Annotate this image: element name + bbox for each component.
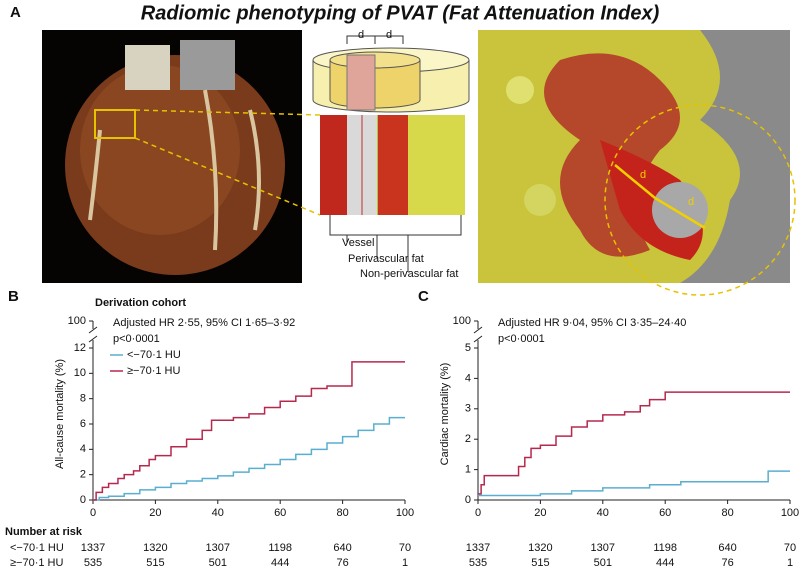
fai-image: d d: [478, 30, 796, 296]
diagram-label: d: [688, 196, 694, 208]
y-tick-label: 100: [68, 315, 86, 327]
x-tick-label: 100: [781, 507, 799, 519]
risk-value: 515: [146, 557, 164, 568]
y-tick-label: 12: [74, 342, 86, 354]
y-tick-label: 100: [453, 315, 471, 327]
risk-value: 76: [721, 557, 733, 568]
legend-label: ≥−70·1 HU: [127, 365, 180, 377]
risk-value: 70: [399, 542, 411, 554]
risk-value: 1: [402, 557, 408, 568]
axis-line: [477, 340, 790, 501]
risk-value: 515: [531, 557, 549, 568]
pvat-diagram: d d Vessel Perivascular fat Non-perivasc…: [312, 29, 470, 280]
risk-value: 535: [84, 557, 102, 568]
risk-title: Number at risk: [5, 526, 83, 538]
y-tick-label: 4: [80, 443, 86, 455]
risk-value: 70: [784, 542, 796, 554]
risk-value: 1320: [143, 542, 167, 554]
x-tick-label: 0: [475, 507, 481, 519]
diagram-label: Vessel: [342, 237, 374, 249]
risk-value: 444: [271, 557, 289, 568]
y-tick-label: 5: [465, 342, 471, 354]
diagram-label: d: [640, 169, 646, 181]
y-tick-label: 3: [465, 403, 471, 415]
axis-break: [88, 326, 98, 343]
risk-value: 1198: [653, 542, 677, 554]
y-tick-label: 2: [80, 469, 86, 481]
y-tick-label: 0: [465, 494, 471, 506]
y-tick-label: 1: [465, 464, 471, 476]
x-tick-label: 40: [212, 507, 224, 519]
legend-label: <−70·1 HU: [127, 349, 181, 361]
survival-curve: [93, 416, 405, 501]
risk-value: 640: [718, 542, 736, 554]
y-tick-label: 4: [465, 372, 471, 384]
x-tick-label: 20: [149, 507, 161, 519]
x-tick-label: 100: [396, 507, 414, 519]
ct-heart-image: [42, 30, 321, 283]
y-tick-label: 2: [465, 433, 471, 445]
diagram-label: Non-perivascular fat: [360, 268, 458, 280]
y-tick-label: 10: [74, 367, 86, 379]
risk-value: 1320: [528, 542, 552, 554]
risk-value: 501: [594, 557, 612, 568]
risk-value: 1: [787, 557, 793, 568]
survival-curve: [93, 361, 405, 501]
risk-value: 444: [656, 557, 674, 568]
risk-value: 1198: [268, 542, 292, 554]
annotation: p<0·0001: [113, 333, 160, 345]
x-tick-label: 60: [274, 507, 286, 519]
annotation: p<0·0001: [498, 333, 545, 345]
diagram-label: d: [358, 29, 364, 41]
annotation: Adjusted HR 2·55, 95% CI 1·65–3·92: [113, 317, 295, 329]
diagram-label: Perivascular fat: [348, 253, 424, 265]
survival-curve: [478, 391, 790, 495]
risk-value: 76: [336, 557, 348, 568]
y-axis-label: Cardiac mortality (%): [439, 363, 451, 466]
y-axis-label: All-cause mortality (%): [54, 359, 66, 469]
x-tick-label: 0: [90, 507, 96, 519]
panel-label: C: [418, 288, 429, 305]
x-tick-label: 40: [597, 507, 609, 519]
axis-break: [473, 326, 483, 343]
risk-row-label: ≥−70·1 HU: [10, 557, 63, 568]
panel-label: B: [8, 288, 19, 305]
x-tick-label: 80: [336, 507, 348, 519]
risk-value: 1337: [466, 542, 490, 554]
figure-title: Radiomic phenotyping of PVAT (Fat Attenu…: [141, 2, 660, 24]
risk-value: 535: [469, 557, 487, 568]
risk-value: 1307: [206, 542, 230, 554]
y-tick-label: 6: [80, 418, 86, 430]
panel-label: A: [10, 4, 21, 21]
survival-curve: [478, 470, 790, 497]
x-tick-label: 60: [659, 507, 671, 519]
x-tick-label: 80: [721, 507, 733, 519]
subtitle: Derivation cohort: [95, 297, 186, 309]
y-tick-label: 0: [80, 494, 86, 506]
annotation: Adjusted HR 9·04, 95% CI 3·35–24·40: [498, 317, 686, 329]
x-tick-label: 20: [534, 507, 546, 519]
risk-value: 1337: [81, 542, 105, 554]
diagram-label: d: [386, 29, 392, 41]
risk-row-label: <−70·1 HU: [10, 542, 64, 554]
risk-value: 501: [209, 557, 227, 568]
y-tick-label: 8: [80, 393, 86, 405]
risk-value: 640: [333, 542, 351, 554]
risk-value: 1307: [591, 542, 615, 554]
